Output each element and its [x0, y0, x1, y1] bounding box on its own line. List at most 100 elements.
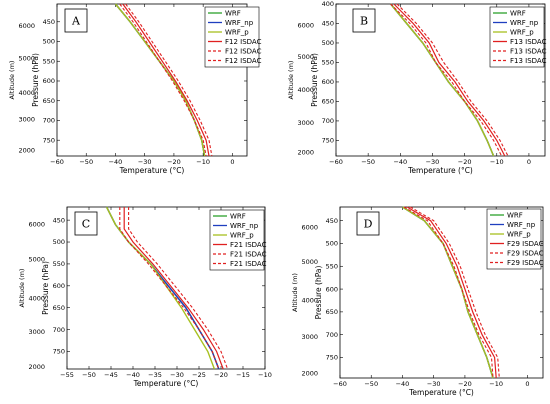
- series-line-1: [114, 3, 206, 157]
- x-tick-label: −40: [393, 158, 407, 166]
- legend-box: [209, 209, 265, 271]
- legend-entry: F13 ISDAC: [510, 38, 547, 46]
- y-tick-label: 450: [322, 20, 334, 28]
- panel-letter-box: [64, 8, 88, 33]
- y-axis-label: Pressure (hPa): [31, 53, 40, 107]
- series-line-3: [123, 207, 224, 370]
- y-tick-label: 650: [326, 308, 338, 316]
- x-tick-label: −20: [458, 380, 472, 388]
- altitude-tick-label: 4000: [301, 297, 318, 305]
- y-tick-label: 550: [322, 59, 334, 67]
- legend-entry: WRF_p: [230, 231, 254, 239]
- legend-entry: F13 ISDAC: [510, 57, 547, 65]
- plot-frame: [335, 3, 546, 157]
- x-tick-label: −15: [236, 371, 250, 379]
- y-tick-label: 400: [322, 0, 334, 8]
- x-axis-label: Temperature (°C): [133, 379, 199, 388]
- series-line-3: [122, 3, 210, 157]
- altitude-tick-label: 4000: [18, 89, 35, 97]
- series-line-0: [114, 3, 206, 157]
- x-axis-label: Temperature (°C): [407, 166, 473, 175]
- series-line-5: [403, 206, 494, 379]
- altitude-tick-label: 5000: [301, 258, 318, 266]
- legend-entry: F29 ISDAC: [507, 259, 544, 267]
- legend-entry: F12 ISDAC: [225, 38, 262, 46]
- y-tick-label: 700: [322, 117, 334, 125]
- series-line-3: [406, 206, 497, 379]
- series-line-3: [393, 3, 506, 157]
- altitude-tick-label: 2000: [28, 363, 45, 371]
- altitude-tick-label: 6000: [301, 224, 318, 232]
- series-line-4: [410, 206, 500, 379]
- x-tick-label: −20: [458, 158, 472, 166]
- legend-entry: F21 ISDAC: [230, 250, 267, 258]
- altitude-tick-label: 6000: [18, 22, 35, 30]
- panel-letter-box: [352, 8, 376, 33]
- series-line-0: [402, 206, 494, 379]
- series-line-5: [119, 207, 220, 370]
- y-tick-label: 700: [53, 326, 65, 334]
- series-line-1: [402, 206, 494, 379]
- legend-box: [489, 6, 545, 68]
- x-tick-label: −60: [329, 158, 343, 166]
- altitude-tick-label: 4000: [28, 294, 45, 302]
- x-tick-label: −30: [427, 380, 441, 388]
- series-line-4: [128, 207, 229, 370]
- legend-entry: F29 ISDAC: [507, 240, 544, 248]
- y-tick-label: 500: [322, 39, 334, 47]
- y-tick-label: 500: [43, 38, 55, 46]
- panel-letter-box: [74, 211, 98, 236]
- x-tick-label: 0: [230, 158, 234, 166]
- y-tick-label: 550: [43, 57, 55, 65]
- legend-entry: WRF_p: [510, 28, 534, 36]
- x-tick-label: −50: [364, 380, 378, 388]
- x-tick-label: −20: [214, 371, 228, 379]
- series-line-4: [125, 3, 213, 157]
- y-tick-label: 700: [43, 117, 55, 125]
- legend-entry: WRF_np: [510, 19, 539, 27]
- y-tick-label: 650: [322, 98, 334, 106]
- x-tick-label: −10: [489, 380, 503, 388]
- legend-entry: WRF_np: [225, 19, 254, 27]
- y-tick-label: 600: [326, 285, 338, 293]
- x-axis-label: Temperature (°C): [119, 166, 185, 175]
- series-line-1: [105, 206, 220, 370]
- series-line-2: [105, 206, 216, 370]
- chart-panel-b: −60 −50 −40 −30 −20 −10 0 400 450 500 550 600 650 700…: [287, 0, 547, 175]
- y-axis-label: Pressure (hPa): [314, 266, 323, 320]
- plot-frame: [66, 206, 266, 370]
- x-tick-label: −45: [104, 371, 118, 379]
- panel-letter: D: [364, 218, 373, 231]
- x-tick-label: −40: [109, 158, 123, 166]
- legend-entry: WRF: [225, 9, 241, 17]
- altitude-tick-label: 4000: [297, 86, 314, 94]
- altitude-tick-label: 2000: [297, 148, 314, 156]
- chart-panel-d: −60 −50 −40 −30 −20 −10 0 450 500 550 600 650 700 750…: [291, 206, 544, 397]
- series-line-1: [390, 3, 495, 157]
- altitude-tick-label: 3000: [28, 328, 45, 336]
- x-axis-label: Temperature (°C): [408, 388, 474, 397]
- legend-entry: WRF: [507, 211, 523, 219]
- y-tick-label: 500: [53, 238, 65, 246]
- y-tick-label: 500: [326, 240, 338, 248]
- series-line-0: [105, 206, 220, 370]
- altitude-tick-label: 6000: [297, 22, 314, 30]
- y-tick-label: 450: [53, 216, 65, 224]
- legend-entry: F29 ISDAC: [507, 249, 544, 257]
- series-line-2: [390, 3, 495, 157]
- x-tick-label: 0: [525, 380, 529, 388]
- y-tick-label: 450: [326, 217, 338, 225]
- x-tick-label: −40: [126, 371, 140, 379]
- legend-entry: F21 ISDAC: [230, 260, 267, 268]
- y-axis-label: Pressure (hPa): [310, 53, 319, 107]
- altitude-axis-label: Altitude (m): [18, 269, 26, 308]
- x-tick-label: −35: [148, 371, 162, 379]
- x-tick-label: −30: [170, 371, 184, 379]
- legend-entry: WRF_p: [225, 28, 249, 36]
- altitude-tick-label: 6000: [28, 221, 45, 229]
- altitude-tick-label: 5000: [297, 53, 314, 61]
